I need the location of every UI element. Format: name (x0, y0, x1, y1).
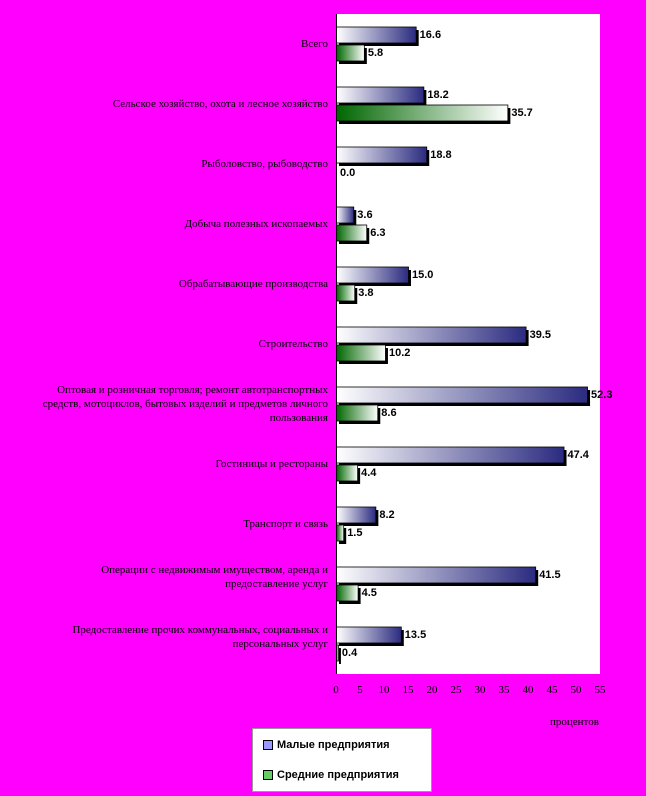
category-label: Добыча полезных ископаемых (184, 218, 328, 230)
legend-swatch-small (263, 740, 273, 750)
value-label-medium: 35.7 (511, 107, 533, 119)
x-tick-label: 45 (546, 684, 558, 696)
bar-small-enterprises (336, 146, 428, 164)
value-label-small: 13.5 (404, 629, 427, 641)
value-label-medium: 6.3 (370, 227, 386, 239)
value-label-small: 18.8 (430, 149, 452, 161)
value-label-medium: 0.0 (340, 167, 356, 179)
bar-medium-enterprises (336, 404, 379, 422)
legend-item-small: Малые предприятия (263, 739, 390, 751)
bar-small-enterprises (336, 566, 537, 584)
value-label-medium: 8.6 (381, 407, 397, 419)
x-tick-label: 30 (474, 684, 486, 696)
x-tick-label: 20 (426, 684, 438, 696)
bar-chart (336, 14, 591, 674)
bar-small-enterprises (336, 506, 377, 524)
legend: Малые предприятия Средние предприятия (252, 728, 432, 792)
category-label: Гостиницы и рестораны (215, 458, 328, 470)
category-label: Обрабатывающие производства (178, 278, 328, 290)
value-label-small: 47.4 (567, 449, 589, 461)
bar-medium-enterprises (336, 464, 359, 482)
value-label-small: 41.5 (539, 569, 561, 581)
x-tick-label: 35 (498, 684, 510, 696)
value-label-medium: 10.2 (388, 347, 411, 359)
value-label-medium: 4.4 (361, 467, 377, 479)
value-label-small: 8.2 (379, 509, 395, 521)
bar-medium-enterprises (336, 44, 365, 62)
bar-medium-enterprises (336, 584, 359, 602)
bar-small-enterprises (336, 86, 425, 104)
category-label: Строительство (258, 338, 328, 350)
category-label: Сельское хозяйство, охота и лесное хозяй… (112, 98, 328, 110)
bar-medium-enterprises (336, 524, 345, 542)
value-label-small: 39.5 (529, 329, 552, 341)
x-axis-unit-label: процентов (550, 716, 599, 728)
plot-area (336, 14, 600, 674)
value-label-medium: 4.5 (361, 587, 377, 599)
category-label: Всего (301, 38, 328, 50)
bar-small-enterprises (336, 326, 527, 344)
legend-swatch-medium (263, 770, 273, 780)
legend-label-medium: Средние предприятия (277, 769, 399, 781)
legend-label-small: Малые предприятия (277, 739, 390, 751)
value-label-medium: 0.4 (341, 647, 358, 659)
x-tick-label: 15 (402, 684, 414, 696)
category-label: Рыболовство, рыбоводство (201, 158, 328, 170)
value-label-small: 16.6 (419, 29, 442, 41)
bar-small-enterprises (336, 446, 565, 464)
bar-medium-enterprises (336, 284, 356, 302)
category-label: Предоставление прочих коммунальных, соци… (72, 624, 328, 650)
x-tick-label: 40 (522, 684, 534, 696)
value-label-medium: 3.8 (358, 287, 374, 299)
bar-small-enterprises (336, 206, 355, 224)
bar-medium-enterprises (336, 224, 368, 242)
value-label-small: 18.2 (427, 89, 449, 101)
x-tick-label: 55 (594, 684, 606, 696)
legend-item-medium: Средние предприятия (263, 769, 399, 781)
x-tick-label: 50 (570, 684, 582, 696)
bar-shadow (339, 648, 341, 664)
value-label-small: 52.3 (591, 389, 613, 401)
x-tick-label: 5 (357, 684, 363, 696)
category-label: Транспорт и связь (243, 518, 328, 530)
bar-medium-enterprises (336, 344, 386, 362)
bar-small-enterprises (336, 386, 588, 404)
value-label-medium: 5.8 (367, 47, 384, 59)
x-tick-label: 25 (450, 684, 462, 696)
value-label-medium: 1.5 (347, 527, 363, 539)
bar-small-enterprises (336, 626, 402, 644)
category-label: Операции с недвижимым имуществом, аренда… (101, 564, 328, 590)
bar-small-enterprises (336, 26, 417, 44)
bar-small-enterprises (336, 266, 409, 284)
bar-medium-enterprises (336, 104, 509, 122)
value-label-small: 15.0 (412, 269, 434, 281)
x-tick-label: 0 (333, 684, 339, 696)
category-label: Оптовая и розничная торговля; ремонт авт… (42, 384, 328, 424)
x-tick-label: 10 (378, 684, 390, 696)
value-label-small: 3.6 (357, 209, 373, 221)
